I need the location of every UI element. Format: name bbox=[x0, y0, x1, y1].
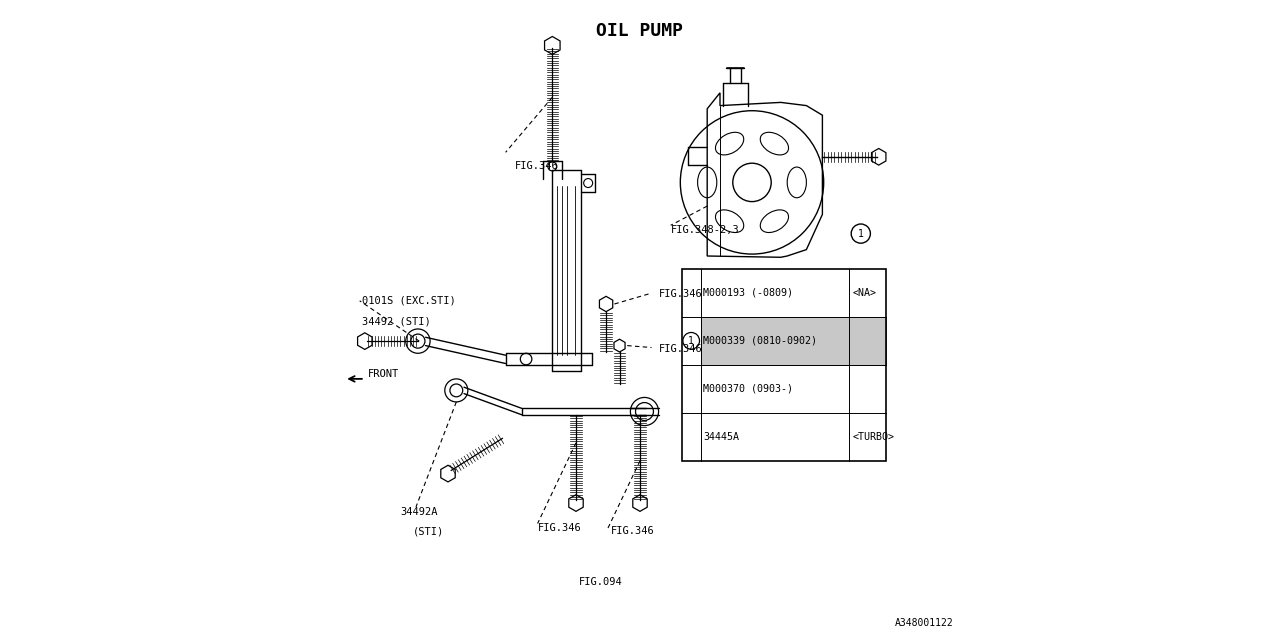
Bar bbox=[701, 317, 886, 365]
Text: FIG.346: FIG.346 bbox=[612, 526, 655, 536]
Text: FIG.346: FIG.346 bbox=[659, 344, 703, 354]
Text: OIL PUMP: OIL PUMP bbox=[596, 22, 684, 40]
Bar bbox=[681, 269, 886, 461]
Text: FIG.094: FIG.094 bbox=[580, 577, 623, 588]
Text: 34445A: 34445A bbox=[704, 432, 740, 442]
Text: <NA>: <NA> bbox=[852, 288, 877, 298]
Text: FIG.346: FIG.346 bbox=[659, 289, 703, 300]
Text: 34492A: 34492A bbox=[399, 507, 438, 517]
Text: FIG.346: FIG.346 bbox=[516, 161, 559, 172]
Text: A348001122: A348001122 bbox=[895, 618, 954, 628]
Text: (STI): (STI) bbox=[412, 526, 444, 536]
Text: <TURBO>: <TURBO> bbox=[852, 432, 895, 442]
Text: FIG.348-2,3: FIG.348-2,3 bbox=[671, 225, 740, 236]
Text: 0101S (EXC.STI): 0101S (EXC.STI) bbox=[362, 296, 456, 306]
Text: M000193 (-0809): M000193 (-0809) bbox=[704, 288, 794, 298]
Text: FIG.346: FIG.346 bbox=[538, 523, 581, 533]
Text: 34492 (STI): 34492 (STI) bbox=[362, 317, 430, 327]
Text: FRONT: FRONT bbox=[369, 369, 399, 380]
Text: M000370 (0903-): M000370 (0903-) bbox=[704, 384, 794, 394]
Text: 1: 1 bbox=[689, 336, 694, 346]
Text: M000339 (0810-0902): M000339 (0810-0902) bbox=[704, 336, 818, 346]
Text: 1: 1 bbox=[858, 228, 864, 239]
